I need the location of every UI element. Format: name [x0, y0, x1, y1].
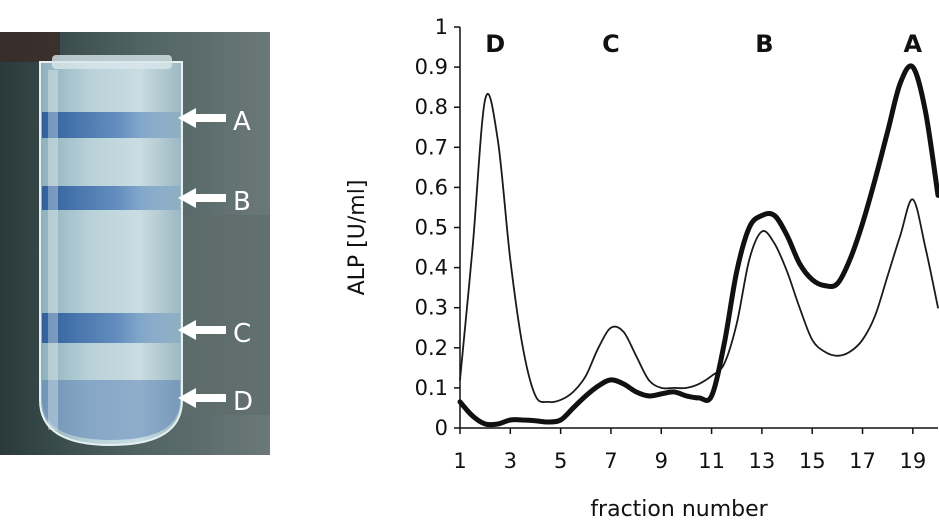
band-label-d: D [233, 387, 253, 417]
tube-photo: A B C D [0, 32, 270, 455]
x-tick-label: 11 [698, 449, 725, 473]
peak-label-a: A [904, 30, 923, 58]
y-tick-label: 0.8 [415, 95, 448, 119]
y-tick-label: 0 [435, 416, 448, 440]
y-axis-label: ALP [U/ml] [345, 180, 370, 296]
band-d [42, 380, 180, 440]
x-tick-label: 13 [749, 449, 776, 473]
x-tick-label: 19 [899, 449, 926, 473]
x-tick-label: 9 [655, 449, 668, 473]
x-tick-label: 1 [453, 449, 466, 473]
band-b [42, 186, 180, 210]
y-tick-label: 0.7 [415, 135, 448, 159]
y-tick-label: 0.4 [415, 256, 448, 280]
y-tick-label: 0.3 [415, 296, 448, 320]
chart-series [457, 63, 939, 428]
band-a [42, 112, 180, 138]
x-axis-label: fraction number [590, 497, 768, 522]
y-tick-label: 0.2 [415, 336, 448, 360]
y-tick-label: 0.1 [415, 376, 448, 400]
series-line-thin [459, 92, 939, 404]
x-axis-ticks: 1 3 5 7 9 11 13 15 17 19 [453, 428, 926, 473]
band-label-a: A [233, 107, 251, 137]
band-arrow-d: D [178, 387, 253, 417]
peak-label-b: B [755, 30, 773, 58]
photo-background-object [180, 215, 270, 415]
x-tick-label: 17 [849, 449, 876, 473]
centrifuge-tube [39, 55, 183, 447]
band-arrow-b: B [178, 187, 251, 217]
x-tick-label: 3 [504, 449, 517, 473]
y-tick-label: 0.5 [415, 216, 448, 240]
x-tick-label: 15 [799, 449, 826, 473]
y-tick-label: 1 [435, 15, 448, 39]
y-tick-label: 0.9 [415, 55, 448, 79]
band-arrow-a: A [178, 107, 251, 137]
band-c [42, 313, 180, 343]
photo-finger [0, 32, 60, 62]
band-arrow-c: C [178, 319, 251, 349]
band-label-c: C [233, 319, 251, 349]
chart-axes [459, 27, 938, 429]
peak-label-c: C [602, 30, 620, 58]
band-label-b: B [233, 187, 251, 217]
y-axis-ticks: 0 0.1 0.2 0.3 0.4 0.5 0.6 0.7 0.8 0.9 1 [415, 15, 460, 440]
peak-label-d: D [485, 30, 505, 58]
y-tick-label: 0.6 [415, 175, 448, 199]
x-tick-label: 7 [604, 449, 617, 473]
x-tick-label: 5 [554, 449, 567, 473]
series-line-thick [457, 63, 939, 428]
